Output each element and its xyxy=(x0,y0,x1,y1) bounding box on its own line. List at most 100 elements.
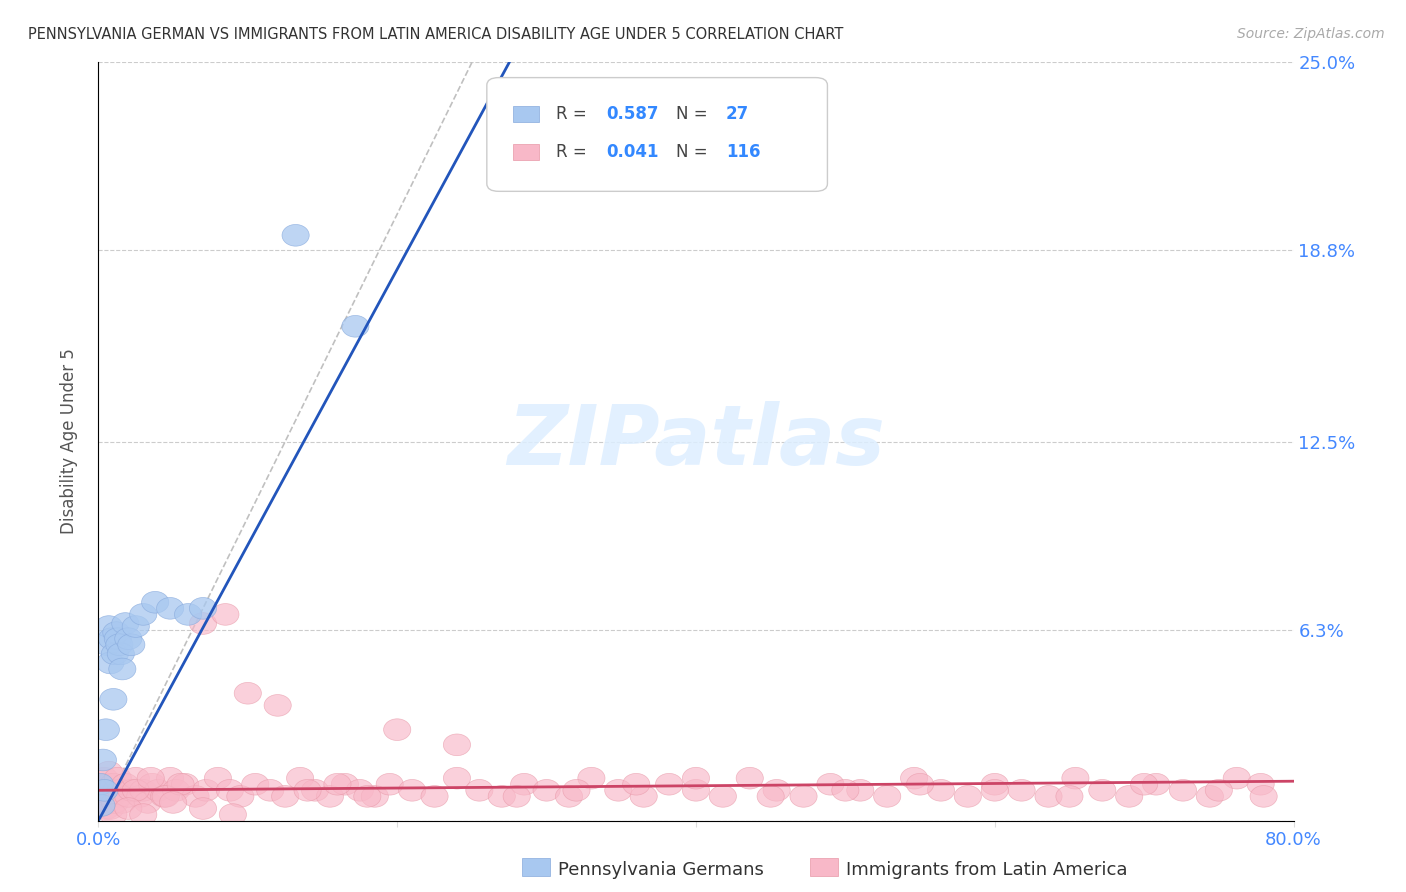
Ellipse shape xyxy=(443,767,471,789)
Ellipse shape xyxy=(167,773,194,795)
Ellipse shape xyxy=(605,780,631,801)
Text: PENNSYLVANIA GERMAN VS IMMIGRANTS FROM LATIN AMERICA DISABILITY AGE UNDER 5 CORR: PENNSYLVANIA GERMAN VS IMMIGRANTS FROM L… xyxy=(28,27,844,42)
Ellipse shape xyxy=(86,786,114,807)
Ellipse shape xyxy=(226,786,254,807)
Ellipse shape xyxy=(111,773,139,795)
Ellipse shape xyxy=(193,780,219,801)
Ellipse shape xyxy=(96,786,122,807)
Ellipse shape xyxy=(204,767,232,789)
Ellipse shape xyxy=(96,761,122,783)
Ellipse shape xyxy=(108,791,136,814)
Ellipse shape xyxy=(90,791,117,814)
Ellipse shape xyxy=(145,780,172,801)
Text: Source: ZipAtlas.com: Source: ZipAtlas.com xyxy=(1237,27,1385,41)
Ellipse shape xyxy=(174,604,201,625)
Text: 0.587: 0.587 xyxy=(606,105,659,123)
Ellipse shape xyxy=(122,615,149,638)
Ellipse shape xyxy=(115,786,142,807)
Ellipse shape xyxy=(94,791,121,814)
Ellipse shape xyxy=(96,615,122,638)
Ellipse shape xyxy=(271,786,298,807)
Ellipse shape xyxy=(105,786,134,807)
Ellipse shape xyxy=(332,773,359,795)
Ellipse shape xyxy=(122,767,149,789)
Ellipse shape xyxy=(287,767,314,789)
Ellipse shape xyxy=(91,780,118,801)
Ellipse shape xyxy=(190,797,217,820)
Ellipse shape xyxy=(955,786,981,807)
Ellipse shape xyxy=(138,767,165,789)
Ellipse shape xyxy=(1062,767,1090,789)
Ellipse shape xyxy=(156,767,184,789)
Ellipse shape xyxy=(981,780,1008,801)
Text: R =: R = xyxy=(557,143,592,161)
Ellipse shape xyxy=(129,804,157,825)
Ellipse shape xyxy=(981,773,1008,795)
Ellipse shape xyxy=(709,786,737,807)
Ellipse shape xyxy=(181,786,209,807)
Ellipse shape xyxy=(103,622,129,643)
Ellipse shape xyxy=(156,598,184,619)
Ellipse shape xyxy=(682,780,710,801)
Ellipse shape xyxy=(342,316,368,337)
Ellipse shape xyxy=(242,773,269,795)
Ellipse shape xyxy=(316,786,343,807)
Ellipse shape xyxy=(98,628,125,649)
Ellipse shape xyxy=(127,786,153,807)
Ellipse shape xyxy=(555,786,582,807)
Ellipse shape xyxy=(1143,773,1170,795)
Ellipse shape xyxy=(420,786,449,807)
Ellipse shape xyxy=(190,613,217,634)
Ellipse shape xyxy=(682,767,710,789)
Ellipse shape xyxy=(97,780,124,801)
Ellipse shape xyxy=(1250,786,1277,807)
Ellipse shape xyxy=(108,658,136,680)
Ellipse shape xyxy=(159,791,187,814)
Ellipse shape xyxy=(465,780,494,801)
Ellipse shape xyxy=(87,795,115,816)
Text: Pennsylvania Germans: Pennsylvania Germans xyxy=(558,861,763,879)
Ellipse shape xyxy=(928,780,955,801)
Ellipse shape xyxy=(361,786,388,807)
Ellipse shape xyxy=(1197,786,1223,807)
Text: 0.041: 0.041 xyxy=(606,143,659,161)
Ellipse shape xyxy=(1205,780,1233,801)
Ellipse shape xyxy=(323,773,352,795)
Ellipse shape xyxy=(1008,780,1035,801)
Ellipse shape xyxy=(398,780,426,801)
Ellipse shape xyxy=(562,780,591,801)
Text: N =: N = xyxy=(676,105,713,123)
Ellipse shape xyxy=(488,786,516,807)
Ellipse shape xyxy=(763,780,790,801)
Ellipse shape xyxy=(907,773,934,795)
Ellipse shape xyxy=(103,780,129,801)
Ellipse shape xyxy=(1247,773,1274,795)
Text: 27: 27 xyxy=(725,105,749,123)
Ellipse shape xyxy=(115,797,142,820)
Ellipse shape xyxy=(118,634,145,656)
Ellipse shape xyxy=(107,643,135,665)
Ellipse shape xyxy=(115,628,142,649)
Ellipse shape xyxy=(90,749,117,771)
Text: R =: R = xyxy=(557,105,592,123)
Ellipse shape xyxy=(122,780,149,801)
Ellipse shape xyxy=(533,780,560,801)
Ellipse shape xyxy=(1115,786,1143,807)
Ellipse shape xyxy=(443,734,471,756)
Ellipse shape xyxy=(217,780,243,801)
Ellipse shape xyxy=(86,773,114,795)
Ellipse shape xyxy=(1170,780,1197,801)
Ellipse shape xyxy=(104,628,131,649)
Ellipse shape xyxy=(503,786,530,807)
Ellipse shape xyxy=(142,591,169,613)
Ellipse shape xyxy=(756,786,785,807)
Ellipse shape xyxy=(294,780,321,801)
Text: N =: N = xyxy=(676,143,713,161)
Ellipse shape xyxy=(235,682,262,704)
Ellipse shape xyxy=(354,786,381,807)
Ellipse shape xyxy=(832,780,859,801)
Ellipse shape xyxy=(129,780,157,801)
Ellipse shape xyxy=(163,780,190,801)
FancyBboxPatch shape xyxy=(486,78,828,191)
Ellipse shape xyxy=(283,225,309,246)
